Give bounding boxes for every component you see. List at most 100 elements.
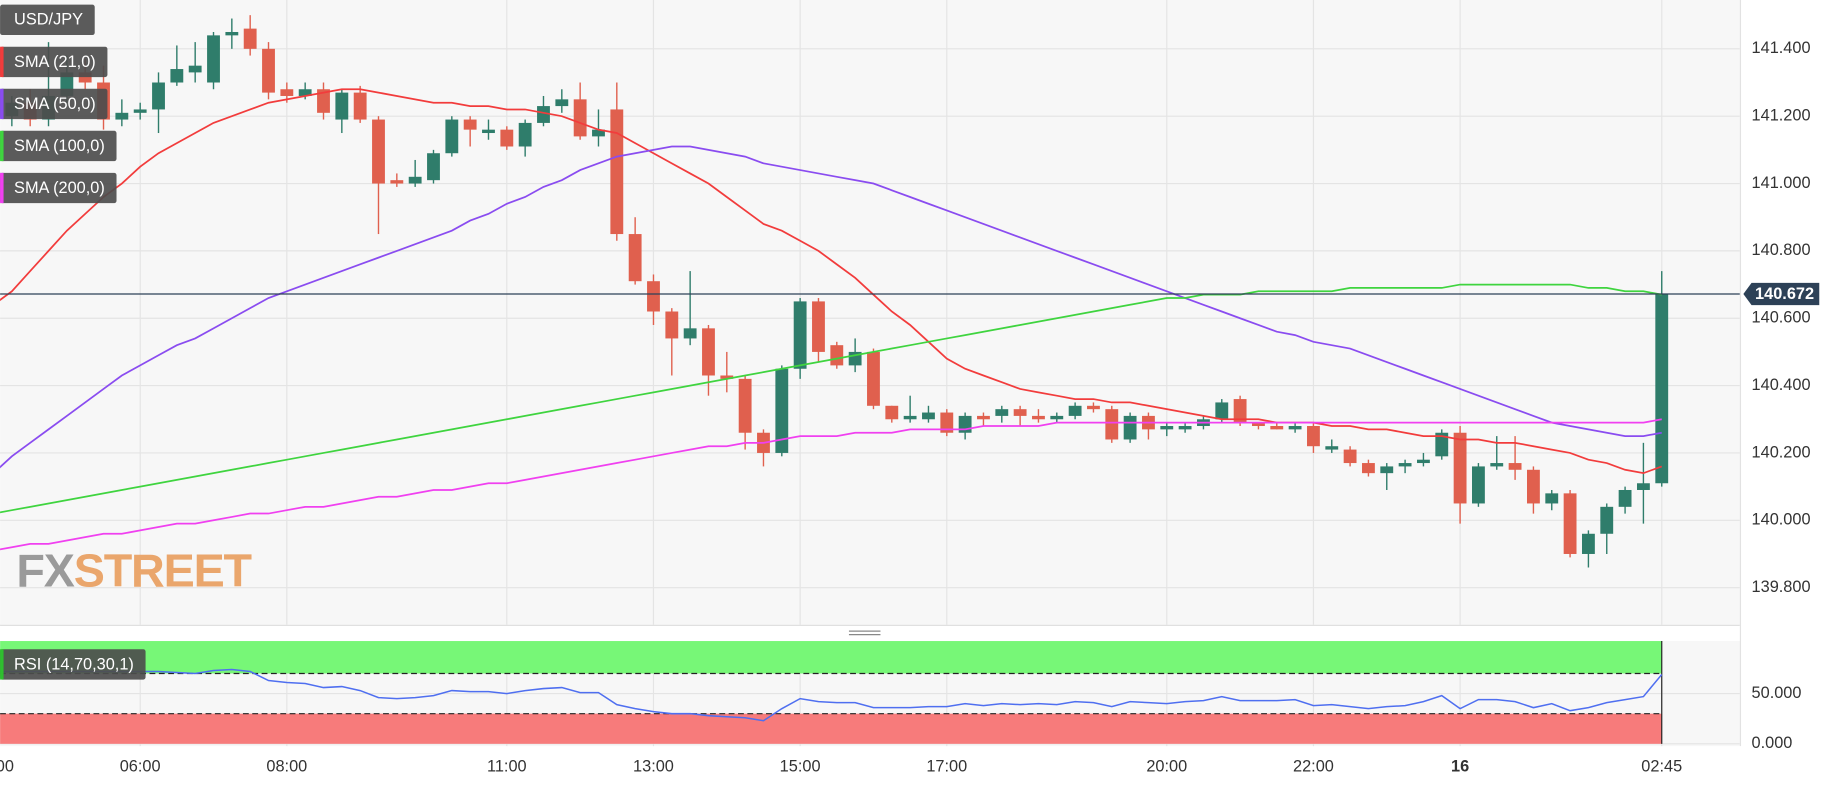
legend-swatch[interactable] — [0, 88, 4, 120]
candle-body — [1307, 426, 1320, 447]
sma-line — [0, 418, 1662, 551]
candle-body — [262, 48, 275, 93]
rsi-panel — [0, 641, 1663, 744]
candle-body — [1435, 432, 1449, 457]
candle-body — [830, 345, 844, 366]
candle-body — [628, 234, 642, 282]
candle-body — [133, 109, 147, 113]
oversold-band — [0, 713, 1662, 744]
candle-body — [1032, 415, 1045, 420]
candle-body — [702, 328, 715, 376]
x-tick-label: 08:00 — [266, 757, 307, 775]
legend-box[interactable] — [0, 172, 117, 204]
legend-swatch[interactable] — [0, 649, 4, 680]
legend-box[interactable] — [0, 130, 117, 162]
candle-body — [867, 351, 880, 406]
candle-body — [463, 119, 477, 130]
candle-body — [1288, 426, 1302, 430]
candle-body — [720, 375, 734, 379]
legend-box[interactable] — [0, 46, 108, 78]
y-tick-label: 50.000 — [1752, 684, 1802, 702]
rsi-line — [0, 668, 1663, 722]
candle-body — [482, 129, 495, 134]
candle-body — [1581, 533, 1595, 554]
candle-body — [1563, 493, 1577, 554]
candle-body — [1325, 446, 1339, 450]
legend-label[interactable]: SMA (50,0) — [14, 95, 96, 113]
legend-box[interactable] — [0, 88, 108, 120]
sma-line — [0, 283, 1662, 514]
legend-swatch[interactable] — [0, 172, 4, 204]
legend-swatch[interactable] — [0, 46, 4, 78]
candle-body — [1545, 493, 1559, 504]
legend-item[interactable]: SMA (200,0) — [0, 172, 117, 204]
candle-body — [243, 28, 257, 49]
last-price-label: 140.672 — [1755, 285, 1814, 303]
panel-resize-handle[interactable] — [848, 630, 881, 636]
y-tick-label: 140.400 — [1752, 376, 1811, 394]
legend-box[interactable] — [0, 649, 146, 680]
legend-label[interactable]: SMA (100,0) — [14, 137, 105, 155]
legend-label[interactable]: SMA (200,0) — [14, 179, 105, 197]
x-tick-label: 17:00 — [926, 757, 967, 775]
legend-item[interactable]: SMA (100,0) — [0, 130, 117, 162]
watermark: FXSTREET — [16, 545, 252, 597]
y-tick-label: 141.200 — [1752, 106, 1811, 124]
legend-item[interactable]: SMA (50,0) — [0, 88, 108, 120]
candle-body — [793, 301, 807, 369]
legend-item[interactable]: SMA (21,0) — [0, 46, 108, 78]
candle-body — [152, 82, 165, 110]
y-tick-label: 141.400 — [1752, 39, 1811, 57]
y-tick-label: 141.000 — [1752, 174, 1811, 192]
candle-body — [408, 176, 422, 184]
candle-body — [1013, 409, 1027, 416]
x-tick-label: 06:00 — [120, 757, 161, 775]
legend-box[interactable] — [0, 4, 95, 36]
candle-body — [372, 119, 385, 184]
y-tick-label: 0.000 — [1752, 734, 1793, 752]
candle-body — [647, 281, 660, 312]
x-tick-label: 11:00 — [487, 757, 527, 775]
x-tick-label: 20:00 — [1146, 757, 1187, 775]
candle-body — [592, 129, 605, 137]
legend-item[interactable]: USD/JPY — [0, 4, 95, 36]
legend-label[interactable]: SMA (21,0) — [14, 53, 96, 71]
candle-body — [940, 412, 954, 433]
x-tick-label: 16 — [1451, 757, 1469, 775]
candle-body — [1343, 449, 1357, 464]
candle-body — [665, 311, 679, 339]
main-plot-background — [0, 0, 1740, 625]
y-tick-label: 140.000 — [1752, 511, 1811, 529]
candle-body — [1527, 469, 1540, 504]
candle-body — [298, 89, 312, 96]
candle-body — [225, 31, 239, 36]
candle-body — [1178, 426, 1192, 430]
legend-item[interactable]: RSI (14,70,30,1) — [0, 649, 146, 680]
candle-body — [1215, 402, 1229, 420]
candle-body — [995, 409, 1009, 416]
y-tick-label: 140.200 — [1752, 443, 1811, 461]
candle-body — [1105, 409, 1119, 440]
candle-body — [500, 129, 514, 147]
legend-label[interactable]: USD/JPY — [14, 11, 83, 29]
candle-body — [188, 65, 202, 73]
x-tick-label: 02:45 — [1641, 757, 1682, 775]
candle-body — [1160, 426, 1174, 430]
candle-body — [903, 415, 917, 420]
candle-body — [115, 112, 129, 120]
candle-body — [1508, 463, 1522, 470]
y-tick-label: 140.600 — [1752, 309, 1811, 327]
legend-swatch[interactable] — [0, 130, 4, 162]
overbought-band — [0, 641, 1662, 674]
candle-body — [738, 378, 752, 433]
candle-body — [1252, 422, 1265, 427]
x-tick-label: 22:00 — [1293, 757, 1334, 775]
y-tick-label: 139.800 — [1752, 578, 1811, 596]
candle-body — [1050, 415, 1064, 420]
legend-label[interactable]: RSI (14,70,30,1) — [14, 655, 134, 673]
candle-body — [1068, 405, 1082, 416]
legend: USD/JPY SMA (21,0) SMA (50,0) SMA (100,0) SM… — [0, 4, 146, 680]
candle-body — [1472, 466, 1485, 504]
candle-body — [1270, 426, 1284, 430]
